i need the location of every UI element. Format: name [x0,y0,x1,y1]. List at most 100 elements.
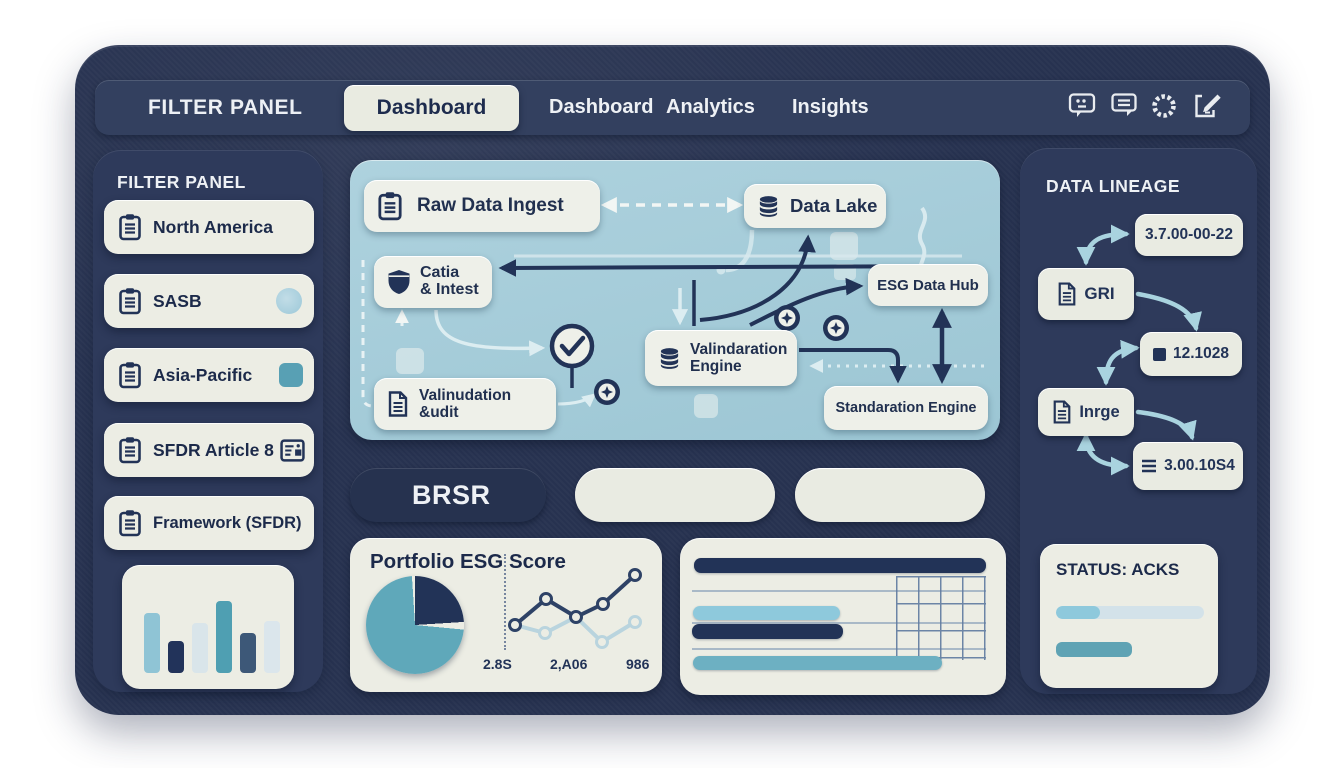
badge-square [279,363,303,387]
gear-icon[interactable] [1150,92,1180,120]
shield-icon [387,269,411,295]
top-navbar [95,80,1250,135]
lineage-node-gri[interactable]: GRI [1038,268,1134,320]
esg-line-chart [508,568,642,649]
sidebar-bar-chart [122,565,294,689]
bar [240,633,256,673]
bar [216,601,232,673]
tab-insights[interactable]: Insights [792,96,869,118]
clipboard-icon [377,191,403,221]
node-label: Data Lake [790,195,878,216]
timeline-bar [694,558,986,573]
status-progress-fill [1056,606,1101,619]
node-label-line1: Valinudation [419,386,512,404]
pipeline-node-catia-intest[interactable]: Catia & Intest [374,256,492,308]
clipboard-icon [118,213,142,241]
gridline [692,648,986,650]
sidebar-title: FILTER PANEL [117,172,246,192]
bar [192,623,208,673]
brsr-button[interactable]: BRSR [350,468,546,522]
filter-label: Asia-Pacific [153,364,253,385]
compass-badge-icon [594,379,620,405]
timeline-bar [693,656,942,670]
lineage-node-1[interactable]: 3.7.00-00-22 [1135,214,1243,256]
status-card: STATUS: ACKS [1040,544,1218,688]
lines-icon [1141,459,1157,473]
notes-icon[interactable] [1192,92,1222,120]
bar [168,641,184,673]
clipboard-icon [118,509,142,537]
status-progress-track [1056,606,1204,619]
pipeline-node-data-lake[interactable]: Data Lake [744,184,886,228]
clipboard-icon [118,287,142,315]
portfolio-card-title: Portfolio ESG Score [370,550,566,573]
compass-badge-icon [774,305,800,331]
lineage-node-label: GRI [1084,284,1115,303]
filter-label: SFDR Article 8 [153,439,274,460]
database-icon [658,347,681,370]
chat-icon[interactable] [1068,92,1098,120]
node-label-line1: Catia [420,264,460,282]
filter-label: Framework (SFDR) [153,513,302,532]
navbar-brand: FILTER PANEL [148,96,303,119]
x-axis-label: 2,A06 [550,656,588,672]
node-label-line1: Valindaration [690,340,788,358]
chart-axis [504,554,506,650]
x-axis-label: 986 [626,656,650,672]
filter-item-asia-pacific[interactable]: Asia-Pacific [104,348,314,402]
filter-item-sfdr-article-8[interactable]: SFDR Article 8 [104,423,314,477]
filter-label: North America [153,216,273,237]
file-icon [1057,282,1077,306]
lineage-connectors [1076,224,1202,476]
square-icon [1152,347,1166,361]
lineage-node-label: 12.1028 [1172,345,1230,362]
tab-analytics[interactable]: Analytics [666,96,755,118]
bar [144,613,160,673]
node-label-line2: &udit [419,404,459,421]
lineage-title: DATA LINEAGE [1046,176,1181,196]
filter-item-north-america[interactable]: North America [104,200,314,254]
portfolio-esg-score-card: Portfolio ESG Score 2.8S 2,A06 986 [350,538,662,692]
pipeline-node-validation-audit[interactable]: Valinudation &udit [374,378,556,430]
status-title: STATUS: ACKS [1056,560,1180,579]
lineage-node-label: Inrge [1079,402,1120,421]
gridline [692,622,986,624]
status-progress-solid [1056,642,1132,657]
timeline-chart-card [680,538,1006,695]
pipeline-connectors [361,196,984,418]
check-circle-icon [549,323,595,369]
pipeline-node-esg-data-hub[interactable]: ESG Data Hub [868,264,988,306]
filter-item-sasb[interactable]: SASB [104,274,314,328]
node-label-line2: & Intest [420,281,479,298]
node-label: ESG Data Hub [877,276,979,294]
empty-pill-button-2[interactable] [795,468,985,522]
filter-label: SASB [153,290,202,311]
tab-dashboard[interactable]: Dashboard [549,96,654,118]
file-icon [1052,400,1072,424]
lineage-node-3[interactable]: 12.1028 [1140,332,1242,376]
id-card-icon [280,438,305,462]
tab-dashboard-active[interactable]: Dashboard [344,85,519,131]
clipboard-icon [118,361,142,389]
pipeline-node-validation-engine[interactable]: Valindaration Engine [645,330,797,386]
badge-dot [276,288,302,314]
pipeline-node-standardization-engine[interactable]: Standaration Engine [824,386,988,430]
lineage-node-5[interactable]: 3.00.10S4 [1133,442,1243,490]
filter-item-framework-sfdr[interactable]: Framework (SFDR) [104,496,314,550]
lineage-node-label: 3.00.10S4 [1164,457,1235,474]
file-icon [387,391,409,417]
compass-badge-icon [823,315,849,341]
lineage-node-inrge[interactable]: Inrge [1038,388,1134,436]
pipeline-node-raw-data-ingest[interactable]: Raw Data Ingest [364,180,600,232]
lineage-node-label: 3.7.00-00-22 [1145,226,1233,243]
esg-pie-chart [366,576,464,674]
message-icon[interactable] [1110,92,1140,120]
node-label: Raw Data Ingest [417,195,564,216]
empty-pill-button-1[interactable] [575,468,775,522]
node-label-line2: Engine [690,358,742,375]
timeline-grid [896,576,986,660]
timeline-bar [693,606,840,620]
gridline [692,590,986,592]
database-icon [757,195,780,218]
